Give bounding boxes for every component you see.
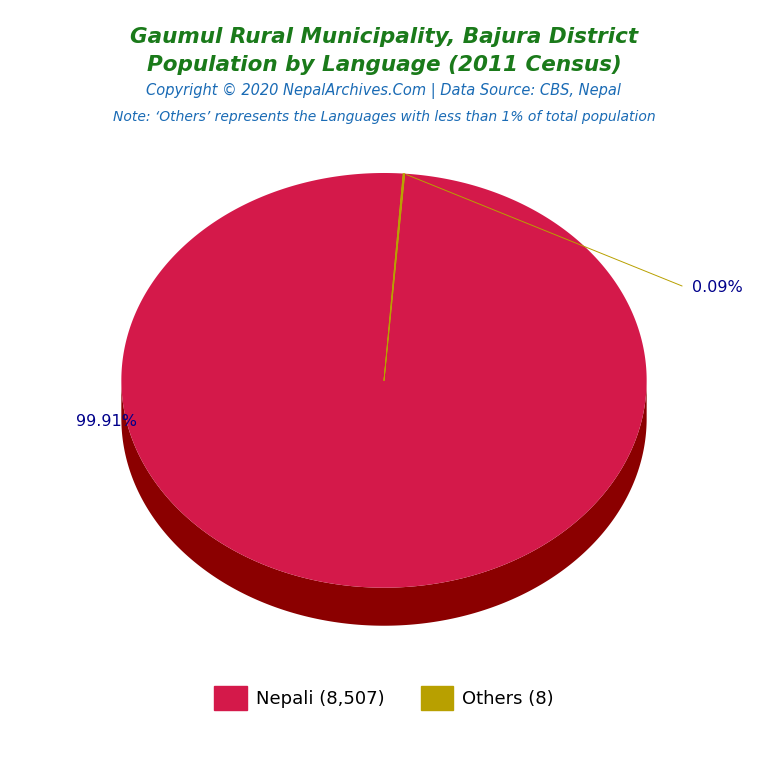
Text: Copyright © 2020 NepalArchives.Com | Data Source: CBS, Nepal: Copyright © 2020 NepalArchives.Com | Dat… [147,83,621,99]
Text: Population by Language (2011 Census): Population by Language (2011 Census) [147,55,621,75]
Text: Gaumul Rural Municipality, Bajura District: Gaumul Rural Municipality, Bajura Distri… [130,27,638,47]
Polygon shape [121,173,647,588]
Text: 99.91%: 99.91% [77,414,137,429]
Legend: Nepali (8,507), Others (8): Nepali (8,507), Others (8) [207,679,561,717]
Polygon shape [121,380,647,626]
Polygon shape [384,174,405,380]
Text: Note: ‘Others’ represents the Languages with less than 1% of total population: Note: ‘Others’ represents the Languages … [113,110,655,124]
Text: 0.09%: 0.09% [691,280,743,295]
